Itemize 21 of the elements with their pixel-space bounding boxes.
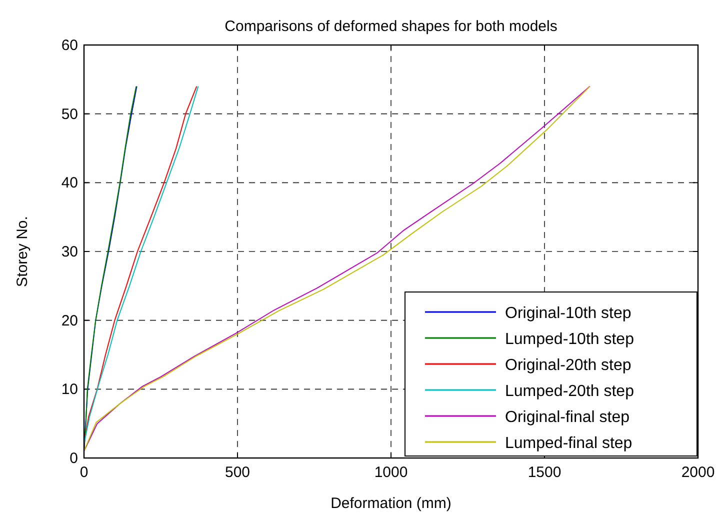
y-tick-label: 20: [61, 312, 78, 330]
y-tick-label: 0: [70, 450, 78, 467]
legend-label: Lumped-20th step: [505, 383, 634, 400]
legend-label: Lumped-10th step: [505, 331, 634, 348]
y-tick-label: 30: [61, 244, 78, 260]
x-tick-label: 0: [80, 464, 88, 481]
y-tick-label: 40: [61, 174, 78, 192]
legend-label: Lumped-final step: [505, 435, 632, 452]
chart-title: Comparisons of deformed shapes for both models: [224, 18, 558, 35]
x-tick-label: 1500: [528, 464, 562, 481]
y-axis-title: Storey No.: [14, 216, 31, 287]
x-tick-label: 2000: [681, 464, 715, 481]
x-tick-label: 1000: [374, 464, 408, 481]
y-tick-label: 50: [61, 106, 78, 123]
y-tick-label: 60: [61, 37, 78, 54]
legend-label: Original-20th step: [505, 357, 632, 374]
y-tick-label: 10: [61, 381, 78, 398]
legend-label: Original-10th step: [505, 305, 632, 322]
x-tick-label: 500: [224, 464, 250, 481]
legend-label: Original-final step: [505, 409, 630, 426]
x-axis-title: Deformation (mm): [330, 495, 452, 512]
